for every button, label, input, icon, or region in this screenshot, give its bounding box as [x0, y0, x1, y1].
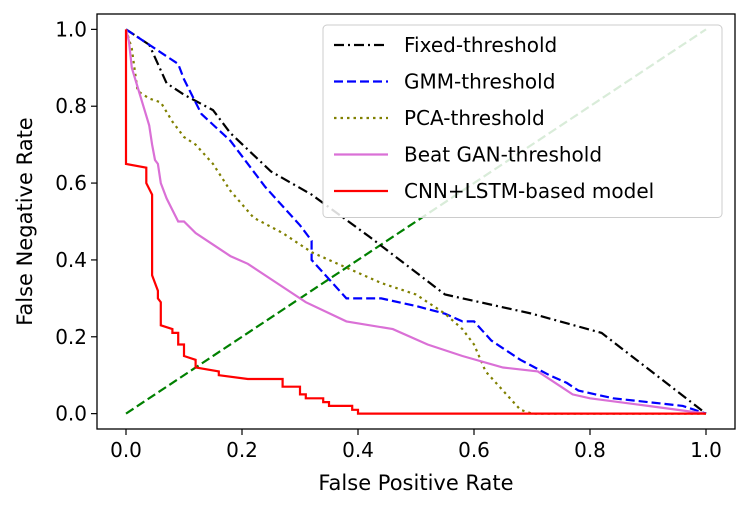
series-line-cnn-lstm-based-model — [124, 29, 706, 415]
series-line-fixed-threshold — [125, 28, 707, 415]
legend-box — [322, 24, 723, 218]
y-tick-label: 0.2 — [55, 325, 87, 349]
x-tick-label: 0.2 — [226, 438, 258, 462]
plot-frame — [96, 13, 736, 430]
y-axis: 0.0 0.2 0.4 0.6 0.8 1.0 — [55, 17, 97, 426]
series-line-pca-threshold — [124, 29, 706, 415]
x-tick-label: 0.0 — [110, 438, 142, 462]
legend: Fixed-threshold GMM-threshold PCA-threshol… — [322, 24, 723, 218]
x-tick-label: 0.6 — [458, 438, 490, 462]
x-tick-label: 0.4 — [342, 438, 374, 462]
y-tick-label: 1.0 — [55, 17, 87, 41]
legend-label: Fixed-threshold — [404, 33, 557, 57]
y-axis-label: False Negative Rate — [13, 117, 37, 325]
legend-label: Beat GAN-threshold — [404, 143, 602, 167]
y-tick-label: 0.6 — [55, 171, 87, 195]
x-tick-label: 0.8 — [574, 438, 606, 462]
y-tick-label: 0.4 — [55, 248, 87, 272]
legend-label: GMM-threshold — [404, 70, 555, 94]
x-axis: 0.0 0.2 0.4 0.6 0.8 1.0 — [110, 429, 722, 462]
y-tick-label: 0.0 — [55, 402, 87, 426]
legend-label: PCA-threshold — [404, 106, 545, 130]
series-line-gmm-threshold — [125, 28, 707, 415]
x-tick-label: 1.0 — [690, 438, 722, 462]
legend-label: CNN+LSTM-based model — [404, 179, 654, 203]
series-line-beat-gan-threshold — [124, 29, 707, 415]
y-tick-label: 0.8 — [55, 94, 87, 118]
x-axis-label: False Positive Rate — [318, 471, 513, 495]
